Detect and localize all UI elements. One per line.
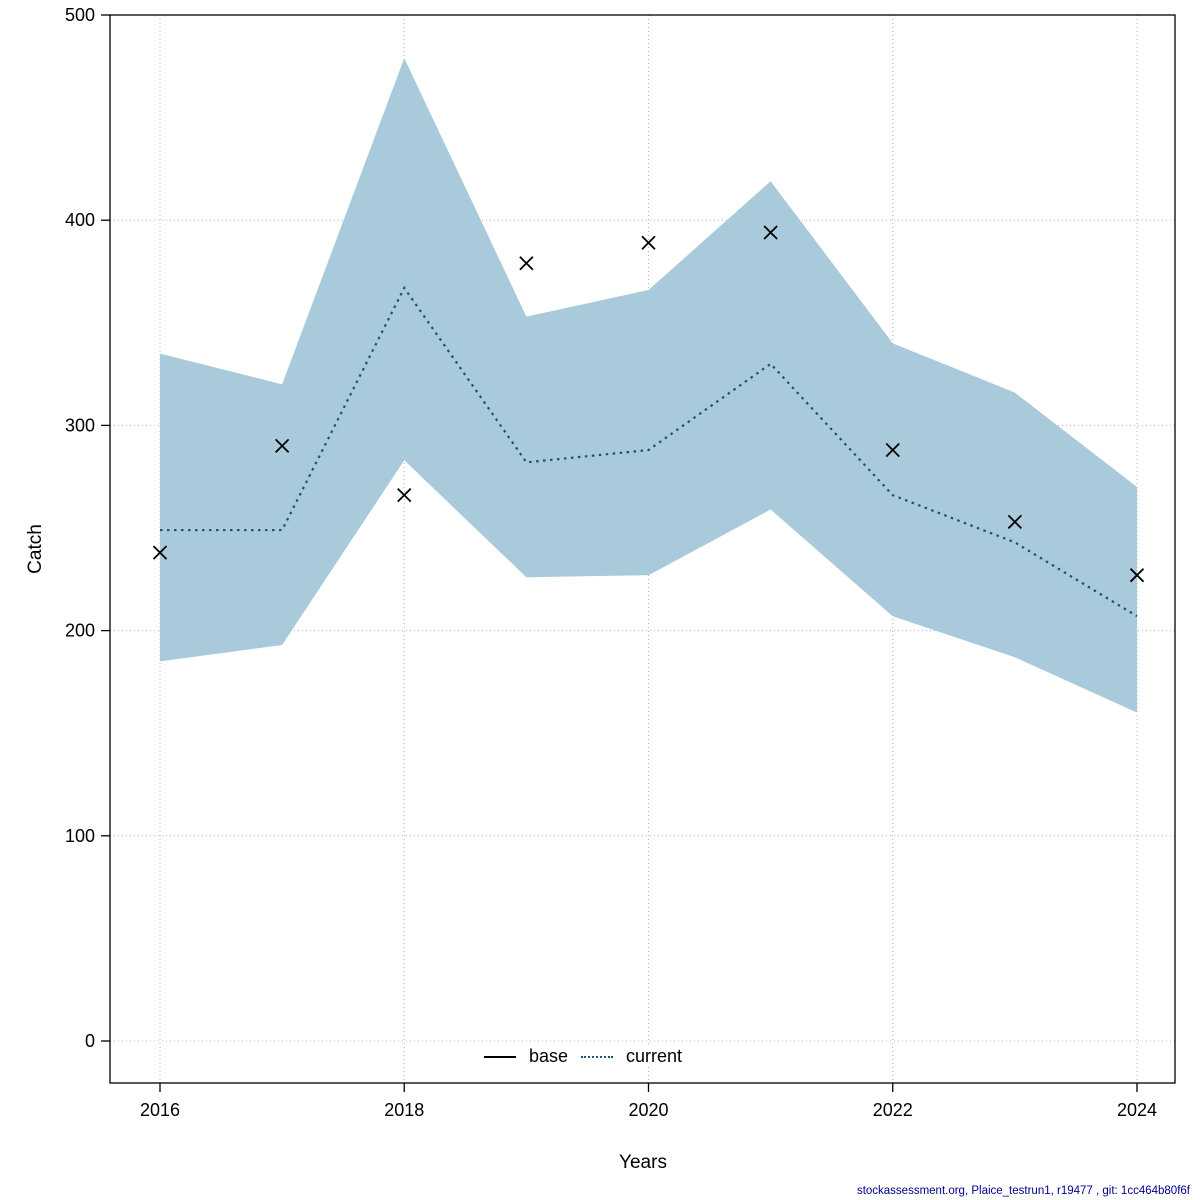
observation-marker-x (519, 256, 534, 271)
x-axis-label: Years (619, 1152, 667, 1173)
confidence-band (160, 58, 1137, 713)
y-tick-label: 400 (65, 210, 95, 230)
observation-marker-x (274, 438, 290, 454)
observation-marker-x (397, 488, 412, 503)
observation-marker-x (1129, 568, 1145, 583)
y-tick-label: 0 (85, 1031, 95, 1051)
y-tick-label: 300 (65, 415, 95, 435)
y-tick-label: 100 (65, 826, 95, 846)
y-tick-label: 200 (65, 621, 95, 641)
legend-label-base: base (528, 1046, 569, 1066)
legend-current-line-sample (581, 1055, 614, 1058)
plot-source-footer: stockassessment.org, Plaice_testrun1, r1… (856, 1185, 1190, 1197)
y-axis-label: Catch (25, 524, 46, 574)
observation-marker-x (641, 235, 656, 250)
x-tick-label: 2022 (873, 1100, 913, 1120)
x-tick-label: 2018 (384, 1100, 424, 1120)
legend-base-line-sample (483, 1055, 516, 1058)
plot-box (109, 14, 1176, 1084)
x-tick-label: 2016 (140, 1100, 180, 1120)
x-tick-label: 2020 (628, 1100, 668, 1120)
current-fit-line (160, 285, 1138, 618)
observation-marker-x (763, 225, 778, 240)
observation-marker-x (885, 442, 900, 458)
observation-marker-x (152, 545, 168, 560)
x-tick-label: 2024 (1117, 1100, 1157, 1120)
legend: base current (477, 1046, 689, 1067)
legend-label-current: current (626, 1046, 683, 1066)
observation-marker-x (1007, 514, 1023, 529)
y-tick-label: 500 (65, 5, 95, 25)
